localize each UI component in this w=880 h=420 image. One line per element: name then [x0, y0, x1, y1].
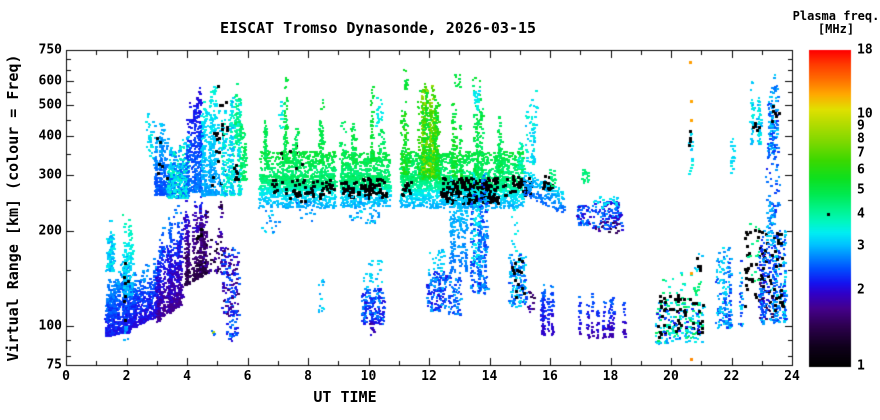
- colorbar-tick-label: 7: [857, 145, 865, 161]
- colorbar-tick-label: 9: [857, 118, 865, 134]
- x-tick-label: 0: [62, 369, 70, 384]
- colorbar-tick-label: 4: [857, 206, 865, 222]
- colorbar-tick-label: 5: [857, 182, 865, 198]
- x-tick-label: 4: [183, 369, 191, 384]
- x-axis-label: UT TIME: [313, 388, 377, 406]
- x-tick-label: 8: [304, 369, 312, 384]
- colorbar-tick-label: 10: [857, 106, 873, 122]
- y-tick-label: 75: [46, 357, 62, 373]
- x-tick-label: 22: [723, 369, 740, 384]
- colorbar-tick-label: 1: [857, 358, 865, 374]
- colorbar-tick-label: 2: [857, 282, 865, 298]
- x-tick-label: 14: [481, 369, 498, 384]
- y-axis-label: Virtual Range [km] (colour = Freq): [4, 54, 22, 362]
- plot-title: EISCAT Tromso Dynasonde, 2026-03-15: [219, 19, 537, 37]
- colorbar-tick-label: 6: [857, 162, 865, 178]
- x-tick-label: 6: [243, 369, 252, 384]
- colorbar-tick-label: 8: [857, 131, 865, 147]
- x-tick-label: 12: [421, 369, 437, 384]
- y-tick-label: 600: [38, 73, 62, 89]
- x-tick-label: 20: [663, 369, 679, 384]
- x-tick-label: 24: [784, 369, 800, 384]
- x-tick-label: 2: [122, 369, 131, 384]
- y-tick-label: 400: [38, 128, 62, 144]
- y-tick-label: 750: [38, 42, 62, 58]
- x-tick-label: 18: [602, 369, 619, 384]
- y-tick-label: 500: [38, 97, 62, 113]
- y-tick-label: 300: [38, 167, 62, 183]
- colorbar-title: Plasma freq. [MHz]: [793, 10, 880, 36]
- colorbar-title-line2: [MHz]: [817, 22, 855, 36]
- y-tick-label: 100: [38, 318, 62, 334]
- colorbar-title-line1: Plasma freq.: [792, 9, 880, 23]
- x-tick-label: 10: [360, 369, 377, 384]
- y-tick-label: 200: [38, 223, 62, 239]
- x-tick-label: 16: [542, 369, 558, 384]
- colorbar-tick-label: 18: [857, 42, 873, 58]
- colorbar-tick-label: 3: [857, 238, 865, 254]
